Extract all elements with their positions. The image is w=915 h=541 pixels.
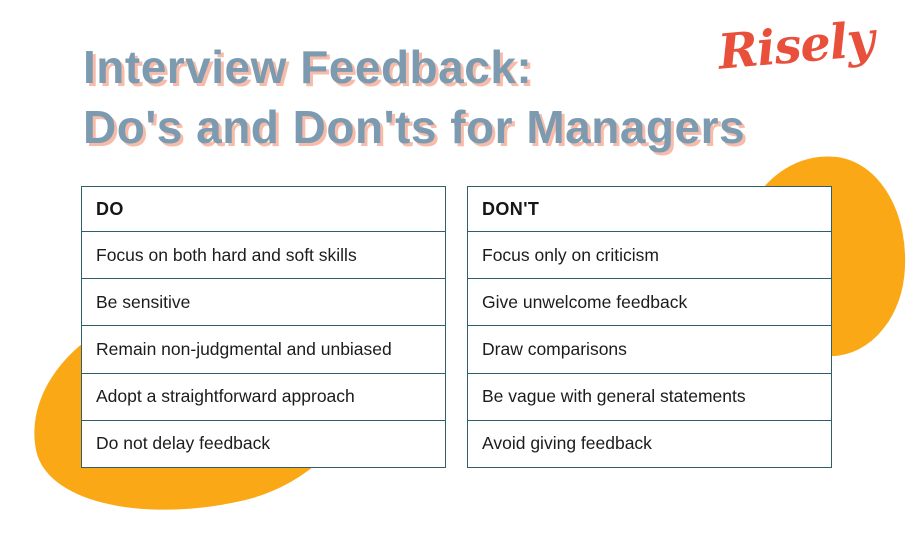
table-row: Be sensitive (82, 279, 445, 327)
table-row: Do not delay feedback (96, 433, 271, 454)
table-row: Adopt a straightforward approach (82, 374, 445, 421)
risely-logo: Risely (715, 11, 877, 81)
page-title: Interview Feedback: Do's and Don'ts for … (83, 37, 745, 157)
slide-canvas: Interview Feedback: Do's and Don'ts for … (12, 11, 915, 541)
dont-table-header: DON'T (468, 187, 831, 232)
do-table-body: Focus on both hard and soft skills Be sen… (82, 232, 445, 467)
dont-table-body: Focus only on criticism Give unwelcome fe… (468, 232, 831, 467)
page-title-line-1: Interview Feedback: (83, 41, 533, 93)
do-table: DO Focus on both hard and soft skills Be … (81, 186, 446, 468)
page-title-line-2: Do's and Don'ts for Managers (83, 101, 746, 153)
table-row: Give unwelcome feedback (468, 279, 831, 327)
table-row: Avoid giving feedback (482, 433, 652, 454)
table-row: Focus on both hard and soft skills (82, 232, 445, 280)
table-row: Focus only on criticism (468, 232, 831, 280)
dont-table: DON'T Focus only on criticism Give unwelc… (467, 186, 832, 468)
table-row: Be vague with general statements (468, 374, 831, 421)
table-row: Draw comparisons (468, 326, 831, 374)
do-table-header: DO (82, 187, 445, 232)
table-row: Remain non-judgmental and unbiased (82, 326, 445, 374)
